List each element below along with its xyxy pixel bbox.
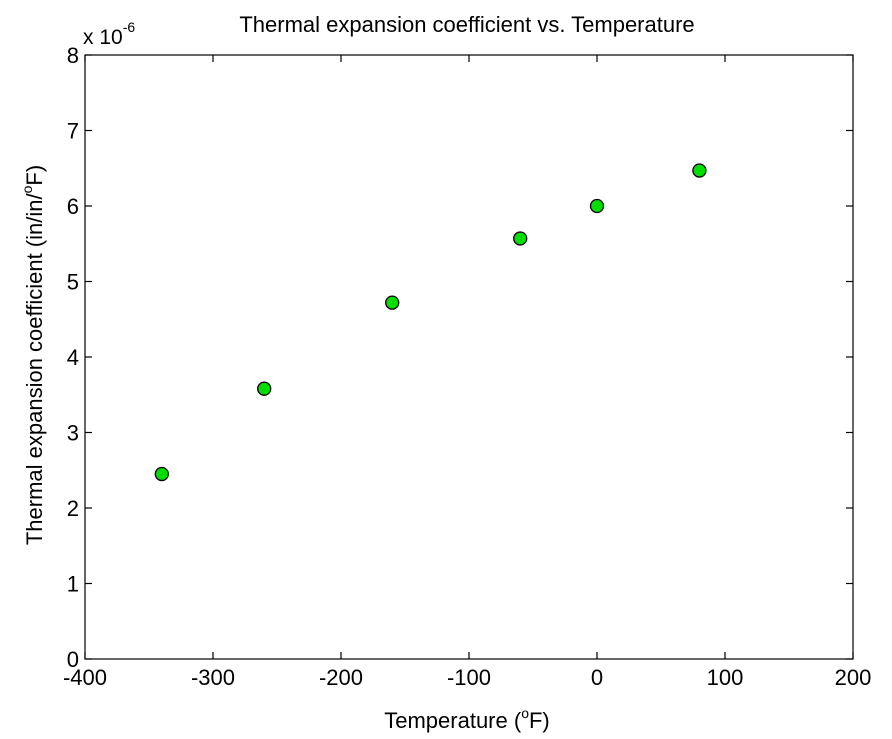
x-tick-label: -400 — [63, 665, 107, 690]
tick-marks — [84, 54, 854, 660]
data-point — [692, 163, 707, 178]
data-points — [154, 163, 707, 482]
y-tick-label: 8 — [67, 43, 79, 68]
y-multiplier-base: x 10 — [83, 26, 123, 49]
y-axis-label: Thermal expansion coefficient (in/in/oF) — [19, 165, 47, 545]
y-tick-label: 5 — [67, 270, 79, 295]
data-point — [257, 381, 272, 396]
y-tick-labels: 0 1 2 3 4 5 6 7 8 — [67, 43, 79, 672]
x-tick-label: 100 — [707, 665, 744, 690]
data-point — [385, 295, 400, 310]
x-axis-label-post: F) — [529, 708, 550, 733]
y-tick-label: 6 — [67, 194, 79, 219]
y-axis-label-post: F) — [22, 165, 47, 186]
x-tick-label: -100 — [447, 665, 491, 690]
data-point — [154, 466, 169, 482]
y-tick-label: 0 — [67, 647, 79, 672]
y-tick-label: 4 — [67, 345, 79, 370]
y-axis-label-pre: Thermal expansion coefficient (in/in/ — [22, 193, 47, 546]
x-tick-labels: -400 -300 -200 -100 0 100 200 — [63, 665, 871, 690]
x-tick-label: -300 — [191, 665, 235, 690]
y-axis-label-sup: o — [19, 185, 35, 193]
x-tick-label: 0 — [591, 665, 603, 690]
x-tick-label: -200 — [319, 665, 363, 690]
y-tick-label: 1 — [67, 572, 79, 597]
chart-title: Thermal expansion coefficient vs. Temper… — [239, 12, 694, 37]
y-multiplier-exponent: -6 — [123, 19, 136, 35]
x-axis-label-pre: Temperature ( — [384, 708, 522, 733]
x-axis-label-sup: o — [521, 705, 529, 721]
y-multiplier: x 10-6 — [83, 19, 135, 49]
data-point — [513, 231, 528, 246]
plot-area — [84, 54, 854, 660]
data-point — [589, 198, 605, 214]
y-tick-label: 3 — [67, 421, 79, 446]
x-axis-label: Temperature (oF) — [384, 705, 550, 733]
y-tick-label: 7 — [67, 119, 79, 144]
x-tick-label: 200 — [835, 665, 872, 690]
y-tick-label: 2 — [67, 496, 79, 521]
